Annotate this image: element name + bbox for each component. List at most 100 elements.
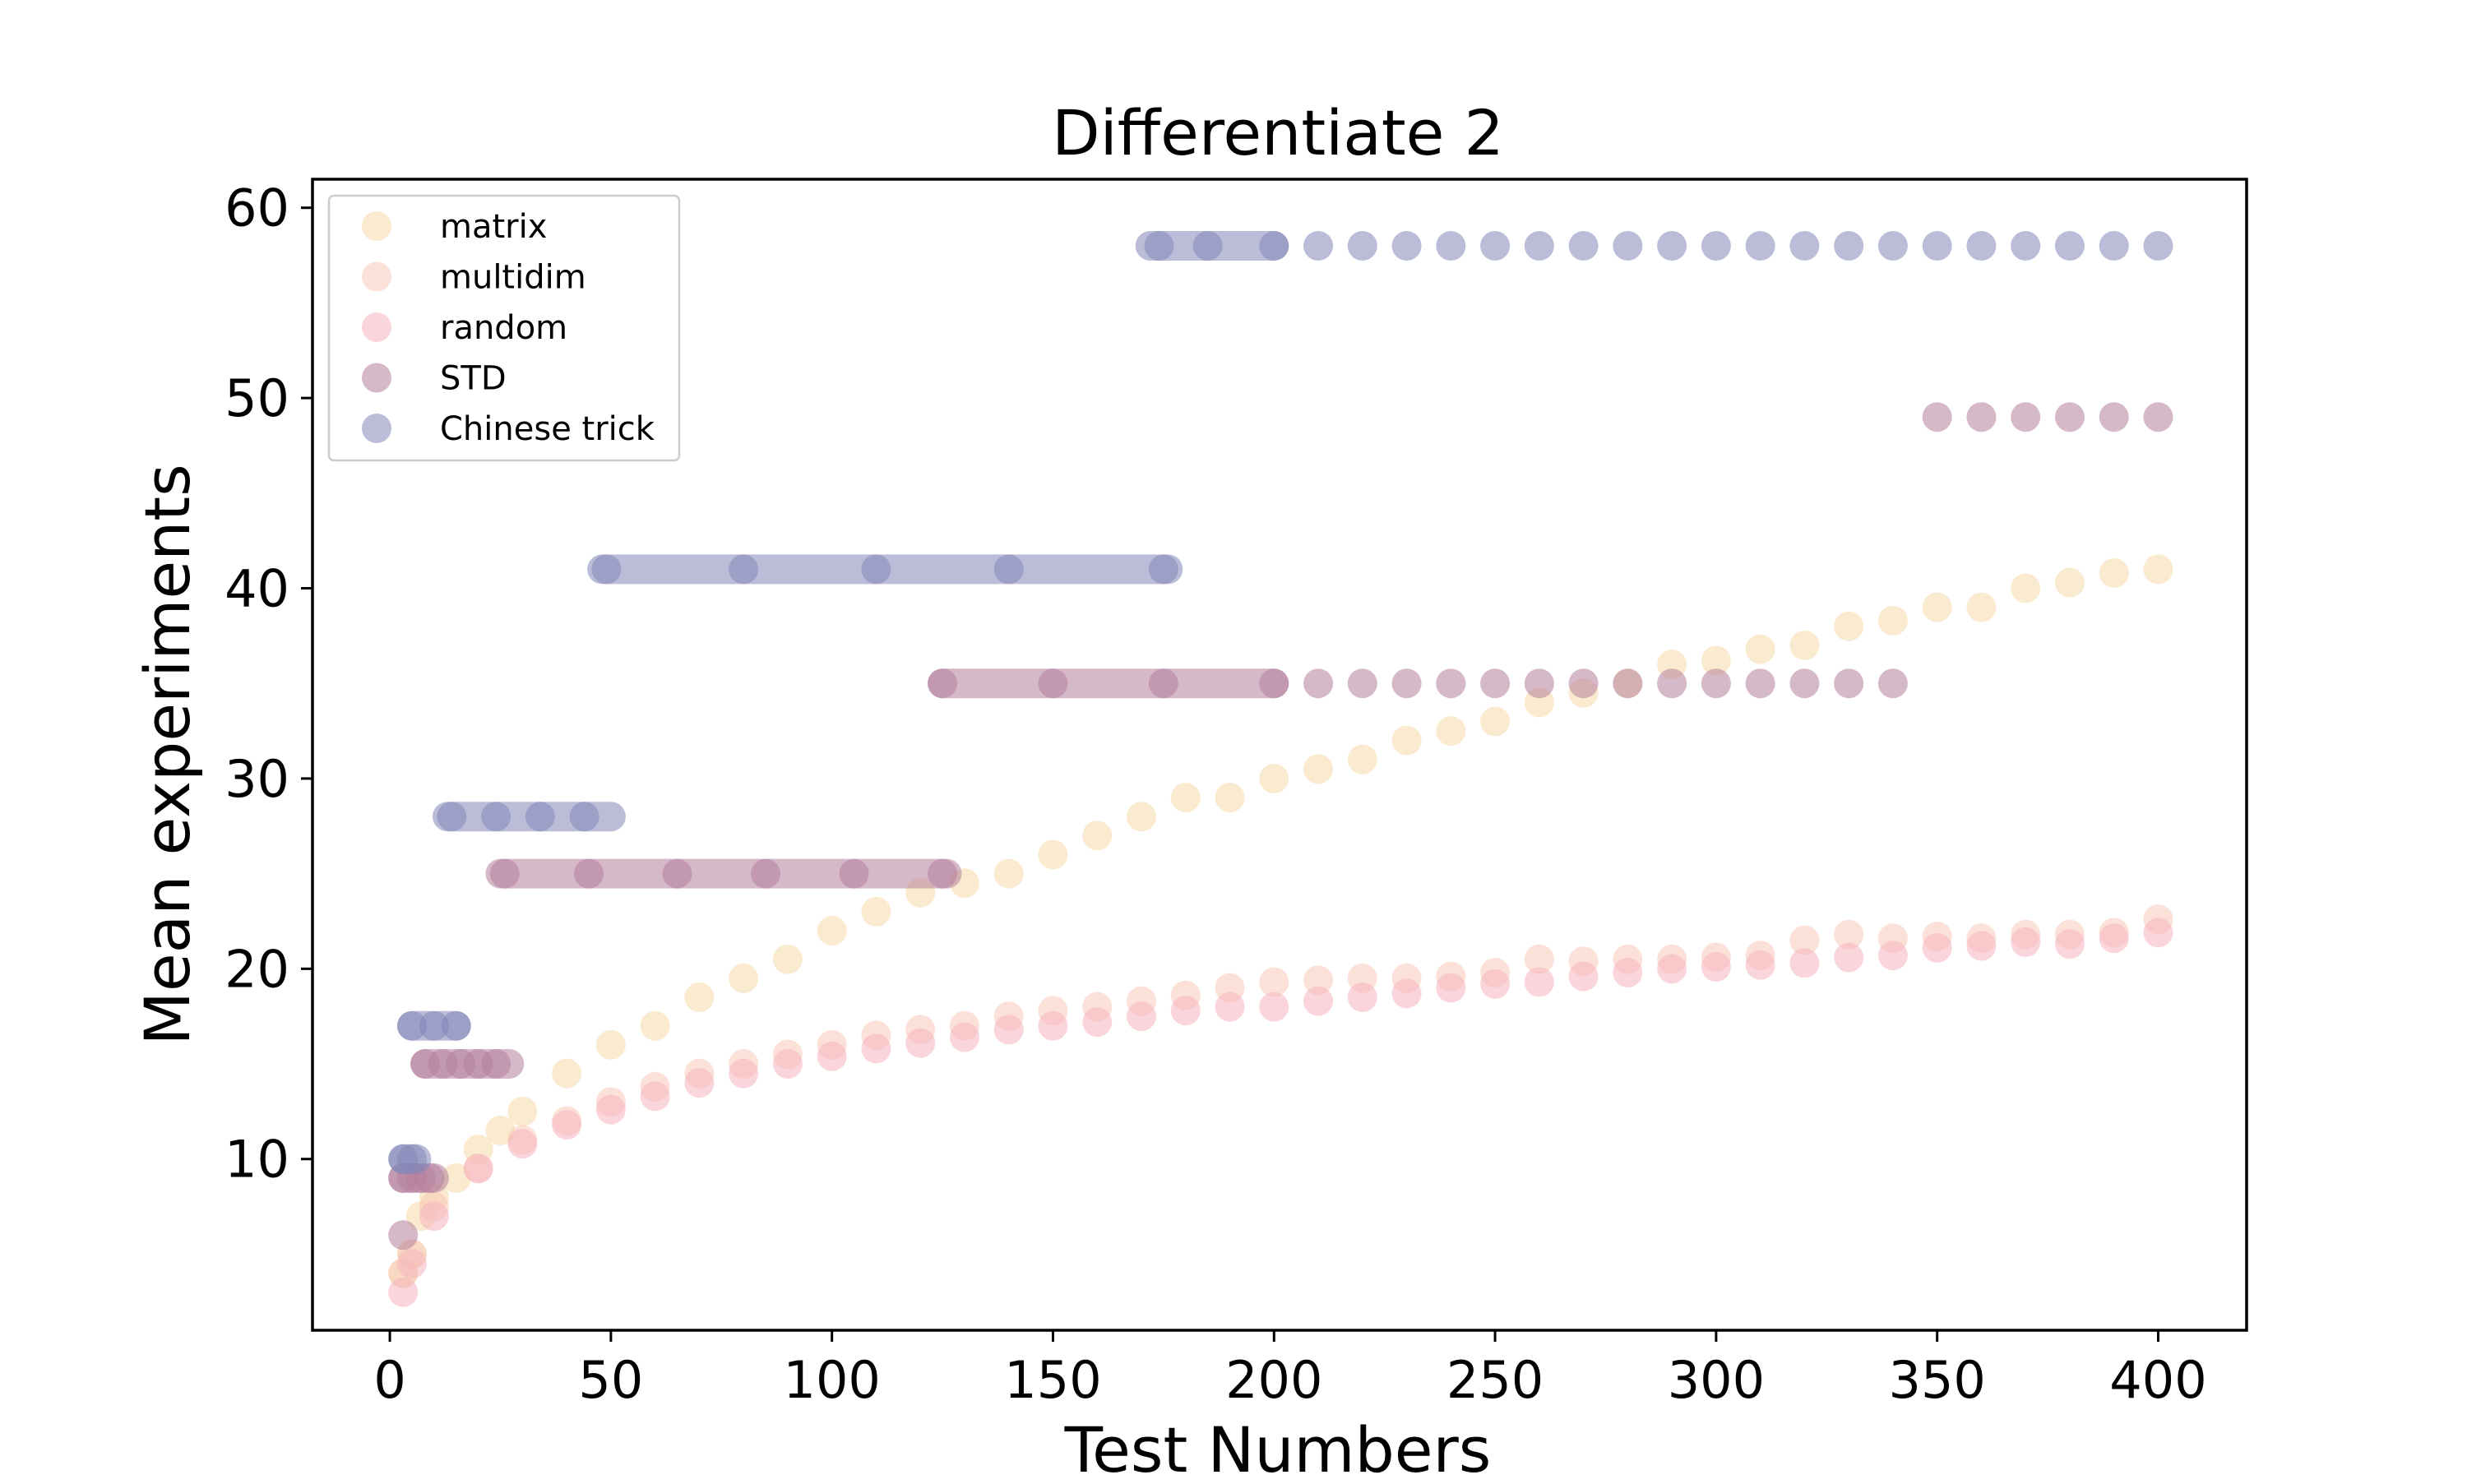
data-point: [1568, 668, 1599, 699]
x-axis-ticks: 0 50 100 150 200 250 300 350 400: [373, 1330, 2207, 1410]
data-point: [1347, 668, 1377, 699]
data-point: [1148, 554, 1178, 585]
data-point: [839, 858, 869, 889]
data-point: [507, 1129, 538, 1159]
data-point: [569, 802, 599, 832]
data-point: [1391, 668, 1422, 699]
legend-marker: [362, 414, 391, 443]
data-point: [729, 554, 759, 585]
data-point: [1436, 668, 1466, 699]
data-point: [1789, 925, 1820, 955]
data-point: [441, 1163, 471, 1193]
data-point: [1259, 967, 1289, 997]
legend-label: STD: [440, 360, 507, 398]
data-point: [1789, 668, 1820, 699]
x-tick-label: 200: [1225, 1350, 1322, 1410]
legend-marker: [362, 211, 391, 241]
data-point: [1613, 230, 1643, 261]
x-tick-label: 350: [1889, 1350, 1986, 1410]
y-tick-label: 30: [224, 749, 289, 809]
legend-label: matrix: [440, 208, 547, 246]
data-point: [1170, 783, 1201, 813]
series-std: [388, 402, 2173, 1251]
data-point: [1922, 592, 1952, 622]
chart-title: Differentiate 2: [1052, 96, 1504, 169]
data-point: [2011, 230, 2041, 261]
data-point: [1877, 668, 1908, 699]
data-point: [1347, 982, 1377, 1013]
data-point: [1391, 725, 1422, 756]
x-axis-title: Test Numbers: [1064, 1413, 1492, 1480]
data-point: [1745, 634, 1775, 664]
data-point: [2099, 558, 2129, 589]
data-point: [1259, 230, 1289, 261]
data-point: [1436, 230, 1466, 261]
data-point: [1303, 965, 1334, 996]
data-point: [1480, 706, 1511, 737]
data-point: [481, 802, 511, 832]
data-point: [1613, 668, 1643, 699]
data-point: [1745, 950, 1775, 980]
data-point: [928, 858, 958, 889]
data-point: [525, 802, 555, 832]
data-point: [949, 1022, 979, 1052]
data-point: [1038, 839, 1068, 870]
data-point: [1259, 668, 1289, 699]
plot-area-frame: [311, 178, 2248, 1332]
data-point: [441, 1010, 471, 1041]
data-point: [1657, 230, 1687, 261]
data-point: [993, 1015, 1024, 1045]
y-axis-ticks: 10 20 30 40 50 60: [224, 178, 312, 1190]
data-point: [1701, 952, 1731, 982]
data-point: [1082, 821, 1113, 851]
data-point: [2054, 230, 2085, 261]
data-point: [1966, 230, 1997, 261]
y-axis-title: Mean experiments: [131, 464, 204, 1045]
data-point: [662, 858, 692, 889]
data-point: [1127, 802, 1156, 832]
data-point: [419, 1010, 449, 1041]
data-point: [1834, 919, 1864, 950]
data-point: [1877, 605, 1908, 636]
data-point: [2054, 929, 2085, 959]
legend-items: matrix multidim random STD Chinese trick: [362, 208, 655, 448]
data-point: [1347, 744, 1377, 774]
data-point: [1613, 957, 1643, 987]
data-point: [2054, 567, 2085, 598]
data-point: [1524, 230, 1554, 261]
data-point: [1259, 992, 1289, 1022]
data-point: [2099, 923, 2129, 954]
data-point: [1170, 996, 1201, 1026]
data-point: [640, 1010, 670, 1041]
data-point: [684, 1068, 715, 1098]
data-point: [574, 858, 604, 889]
data-point: [1524, 967, 1554, 997]
data-point: [1480, 969, 1511, 999]
data-point: [1391, 978, 1422, 1009]
data-point: [419, 1201, 449, 1232]
x-tick-label: 150: [1004, 1350, 1101, 1410]
data-point: [751, 858, 781, 889]
data-point: [481, 1049, 511, 1079]
x-tick-label: 300: [1668, 1350, 1765, 1410]
x-tick-label: 0: [373, 1350, 405, 1410]
data-point: [1480, 668, 1511, 699]
data-point: [2143, 230, 2173, 261]
data-point: [591, 554, 622, 585]
data-point: [388, 1220, 419, 1251]
data-point: [1524, 944, 1554, 974]
data-point: [1877, 941, 1908, 971]
data-point: [489, 858, 520, 889]
data-point: [388, 1277, 419, 1307]
data-point: [1834, 230, 1864, 261]
data-point: [684, 982, 715, 1013]
data-point: [1789, 230, 1820, 261]
data-point: [1789, 630, 1820, 660]
data-point: [993, 554, 1024, 585]
data-point: [1745, 668, 1775, 699]
data-point: [1877, 230, 1908, 261]
x-tick-label: 50: [578, 1350, 643, 1410]
data-point: [1127, 1001, 1156, 1032]
x-tick-label: 100: [784, 1350, 881, 1410]
